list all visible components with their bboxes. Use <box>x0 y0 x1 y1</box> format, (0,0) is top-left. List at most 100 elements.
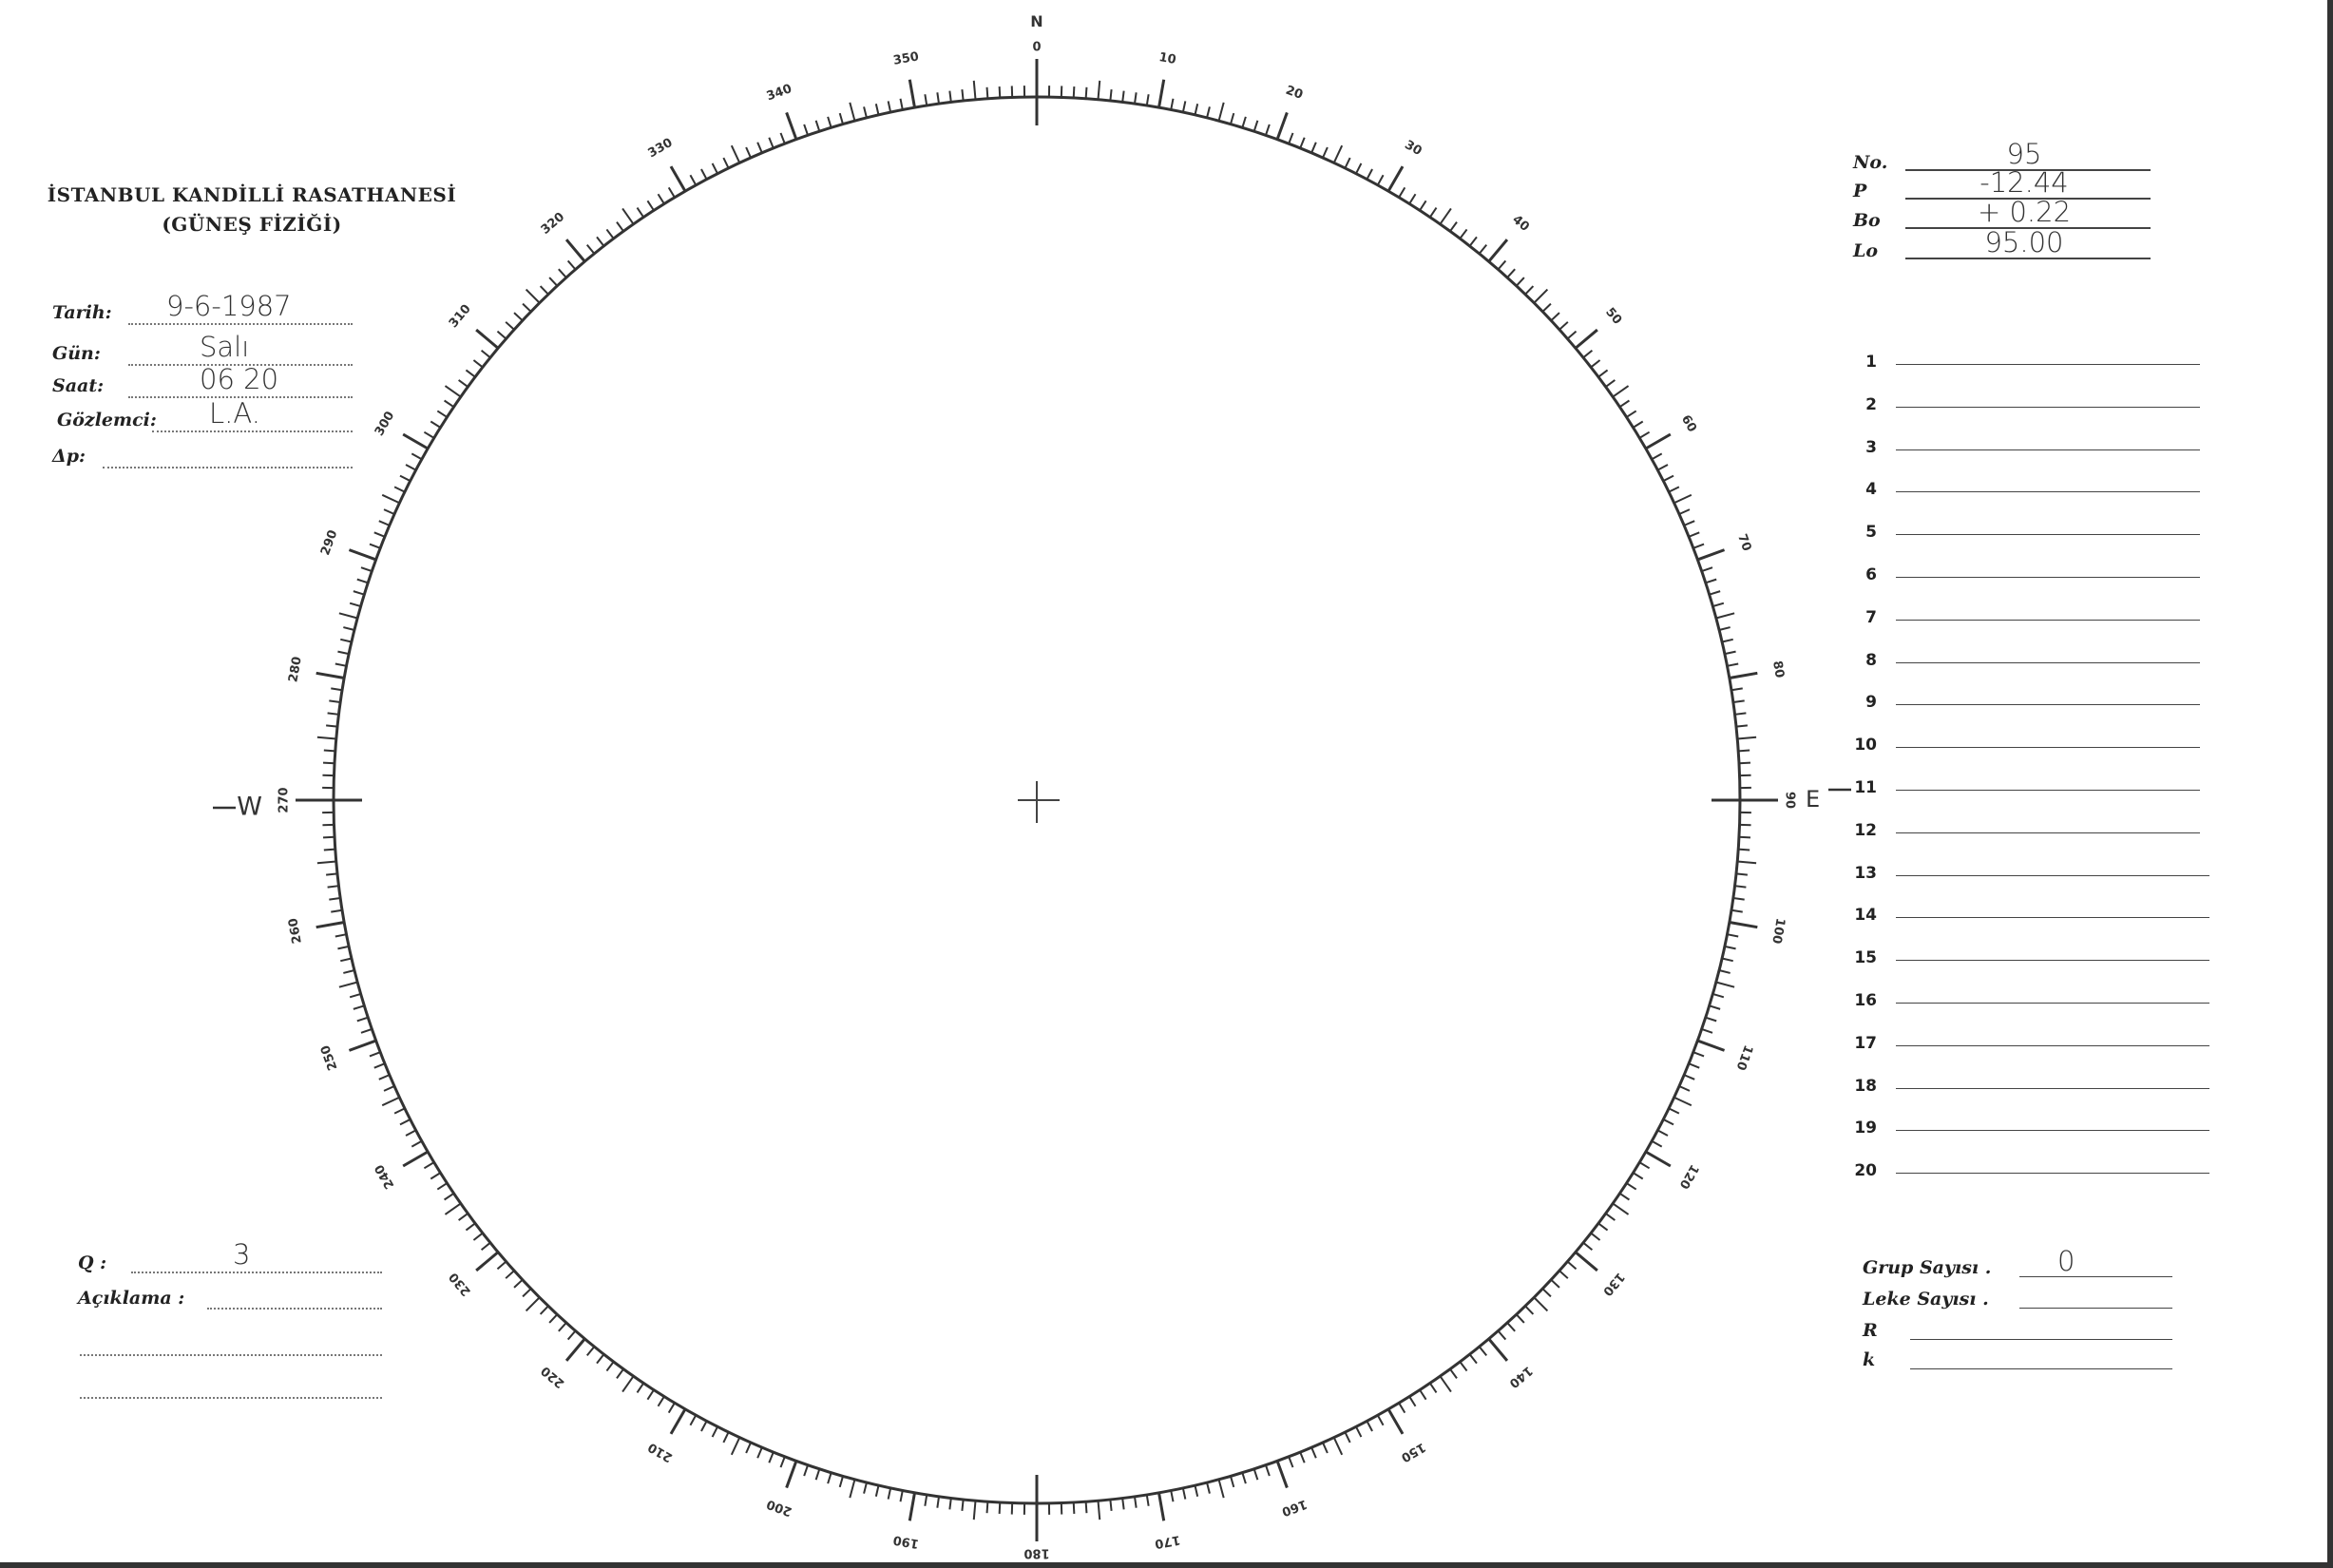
row-field[interactable] <box>1896 832 2200 833</box>
row-field[interactable] <box>1896 704 2200 706</box>
degree-tick <box>1727 662 1739 667</box>
degree-tick <box>1738 761 1751 765</box>
note-field-3[interactable] <box>80 1397 382 1399</box>
degree-tick <box>730 1437 741 1456</box>
degree-tick <box>1731 687 1743 692</box>
degree-tick <box>343 969 355 974</box>
row-field[interactable] <box>1896 1003 2209 1004</box>
degree-tick <box>1217 102 1225 122</box>
ephemeris-field[interactable] <box>1905 258 2151 259</box>
degree-tick <box>785 111 798 141</box>
count-field[interactable] <box>2019 1308 2172 1309</box>
degree-tick <box>1541 302 1552 313</box>
degree-tick <box>827 1472 832 1484</box>
row-field[interactable] <box>1896 1087 2209 1089</box>
degree-label: 20 <box>1284 84 1305 103</box>
degree-tick <box>411 1139 423 1148</box>
degree-tick <box>1515 277 1525 287</box>
degree-tick <box>465 369 476 378</box>
degree-tick <box>1533 1296 1549 1312</box>
note-field-1[interactable] <box>207 1308 382 1310</box>
observation-field[interactable] <box>128 364 353 366</box>
degree-tick <box>1487 1337 1509 1362</box>
row-field[interactable] <box>1896 577 2200 578</box>
degree-tick <box>1344 157 1351 169</box>
degree-tick <box>779 132 786 144</box>
degree-tick <box>1497 259 1507 271</box>
degree-tick <box>1506 1322 1516 1332</box>
degree-tick <box>522 1288 532 1298</box>
degree-tick <box>1737 860 1757 865</box>
count-field[interactable] <box>2019 1276 2172 1277</box>
row-field[interactable] <box>1896 619 2200 621</box>
degree-tick <box>480 1241 491 1252</box>
degree-tick <box>1230 1476 1235 1488</box>
ephemeris-label: Bo <box>1853 210 1881 231</box>
row-field[interactable] <box>1896 747 2200 749</box>
degree-tick <box>399 1119 411 1126</box>
degree-label: 0 <box>1032 41 1041 55</box>
degree-label: 270 <box>277 787 292 813</box>
row-field[interactable] <box>1896 1044 2209 1046</box>
row-field[interactable] <box>1896 661 2200 663</box>
count-field[interactable] <box>1910 1339 2172 1340</box>
degree-tick <box>381 493 400 505</box>
row-field[interactable] <box>1896 1173 2209 1175</box>
degree-tick <box>908 1492 916 1521</box>
degree-tick <box>1696 1039 1726 1052</box>
degree-tick <box>316 671 345 679</box>
row-field[interactable] <box>1896 790 2200 791</box>
count-value: 0 <box>2057 1245 2075 1277</box>
ephemeris-field[interactable] <box>1905 169 2151 171</box>
degree-tick <box>522 302 532 313</box>
degree-tick <box>669 1408 687 1435</box>
degree-tick <box>1709 1004 1721 1010</box>
degree-tick <box>1299 1451 1306 1463</box>
degree-tick <box>430 1172 441 1180</box>
degree-tick <box>326 872 338 876</box>
degree-label: 160 <box>1280 1497 1310 1519</box>
note-field-2[interactable] <box>80 1354 382 1356</box>
row-field[interactable] <box>1896 917 2209 919</box>
row-number: 16 <box>1854 991 1877 1010</box>
row-field[interactable] <box>1896 960 2209 962</box>
note-label: Açıklama : <box>78 1288 185 1309</box>
row-number: 12 <box>1854 820 1877 840</box>
degree-tick <box>1738 835 1751 839</box>
row-field[interactable] <box>1896 406 2200 408</box>
ephemeris-field[interactable] <box>1905 198 2151 200</box>
row-field[interactable] <box>1896 449 2200 450</box>
degree-tick <box>605 1361 615 1372</box>
degree-tick <box>340 957 353 963</box>
degree-tick <box>349 602 361 607</box>
count-label: R <box>1863 1320 1878 1341</box>
row-field[interactable] <box>1896 1130 2209 1132</box>
row-field[interactable] <box>1896 364 2200 365</box>
count-field[interactable] <box>1910 1368 2172 1369</box>
observation-field[interactable] <box>103 467 353 468</box>
degree-tick <box>1170 1490 1175 1502</box>
observation-value: 9-6-1987 <box>166 290 292 322</box>
degree-tick <box>381 1096 400 1107</box>
degree-label: 30 <box>1402 138 1424 159</box>
row-field[interactable] <box>1896 534 2200 536</box>
degree-tick <box>849 102 856 122</box>
row-field[interactable] <box>1896 491 2200 493</box>
degree-tick <box>1651 1139 1663 1148</box>
observation-field[interactable] <box>128 323 353 325</box>
degree-tick <box>972 1501 977 1520</box>
observation-field[interactable] <box>152 430 353 432</box>
ephemeris-field[interactable] <box>1905 227 2151 229</box>
degree-tick <box>436 410 448 418</box>
row-number: 5 <box>1865 523 1877 543</box>
degree-tick <box>700 1420 708 1432</box>
degree-tick <box>496 330 507 340</box>
row-field[interactable] <box>1896 874 2209 876</box>
degree-tick <box>1428 1382 1438 1393</box>
degree-tick <box>423 430 435 439</box>
observation-field[interactable] <box>128 396 353 398</box>
degree-tick <box>646 1389 655 1401</box>
q-field[interactable] <box>131 1272 382 1273</box>
degree-tick <box>1692 543 1705 549</box>
